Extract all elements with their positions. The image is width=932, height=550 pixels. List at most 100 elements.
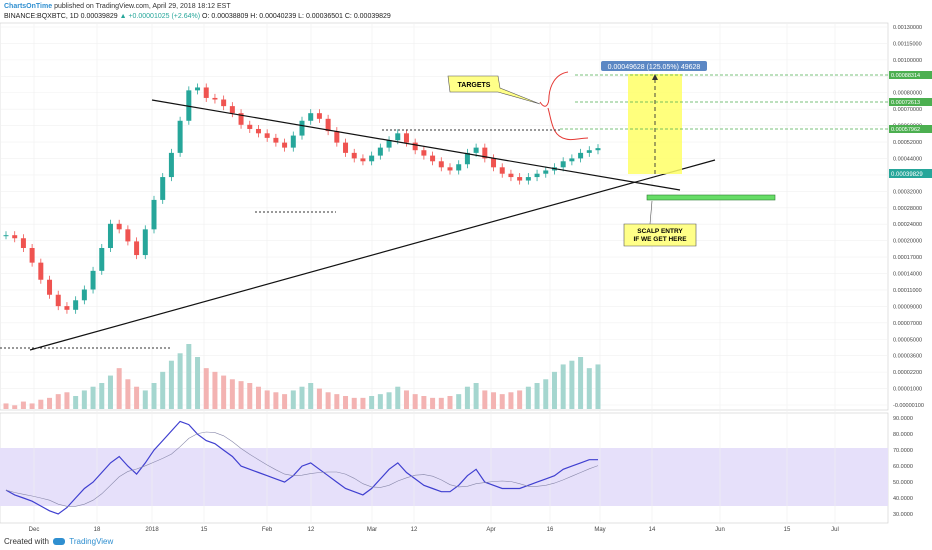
candle-body bbox=[255, 128, 261, 134]
time-tick-label: 12 bbox=[411, 527, 418, 533]
candle-body bbox=[412, 142, 418, 151]
volume-bar bbox=[90, 386, 96, 409]
scalp-callout bbox=[623, 223, 697, 247]
symbol: BINANCE:BQXBTC, 1D bbox=[4, 13, 79, 20]
candle-body bbox=[125, 229, 131, 242]
footer: Created with TradingView bbox=[4, 537, 113, 546]
price-tick-label: 0.00011000 bbox=[893, 288, 922, 294]
price-tick-label: 0.00044000 bbox=[893, 156, 922, 162]
candle-body bbox=[38, 262, 44, 280]
volume-bar bbox=[264, 390, 270, 409]
volume-bar bbox=[47, 397, 53, 409]
candle-body bbox=[282, 142, 288, 148]
candle-body bbox=[238, 113, 244, 125]
volume-bar bbox=[160, 371, 166, 409]
volume-bar bbox=[299, 386, 305, 409]
candle-body bbox=[107, 223, 113, 249]
candle-body bbox=[473, 147, 479, 153]
author-name[interactable]: ChartsOnTime bbox=[4, 3, 53, 10]
volume-bar bbox=[99, 383, 105, 409]
time-tick-label: Dec bbox=[29, 527, 40, 533]
price-tick-label: 0.00024000 bbox=[893, 222, 922, 228]
tradingview-link[interactable]: TradingView bbox=[69, 537, 114, 546]
volume-bar bbox=[377, 394, 383, 409]
candle-body bbox=[81, 289, 87, 301]
volume-bar bbox=[229, 379, 235, 409]
price-tick-label: 0.00005000 bbox=[893, 337, 922, 343]
measure-arrow bbox=[652, 74, 658, 80]
candle-body bbox=[221, 99, 227, 107]
price-tick-label: 0.00001000 bbox=[893, 387, 922, 393]
targets-freehand-arrow bbox=[539, 71, 589, 141]
rsi-line bbox=[5, 420, 598, 515]
lower-trendline[interactable] bbox=[29, 159, 716, 351]
price-tick-label: 0.00130000 bbox=[893, 25, 922, 31]
time-tick-label: Jul bbox=[831, 527, 839, 533]
rsi-tick-label: 90.0000 bbox=[893, 416, 913, 422]
volume-bar bbox=[325, 392, 331, 409]
candle-body bbox=[264, 133, 270, 138]
volume-bar bbox=[55, 394, 61, 409]
target-tags: 0.00088314 0.00072613 0.00057962 bbox=[889, 71, 932, 133]
last-price: 0.00039829 bbox=[80, 13, 118, 20]
candle-body bbox=[377, 147, 383, 156]
volume-bar bbox=[81, 390, 87, 409]
price-tick-label: 0.00003600 bbox=[893, 354, 922, 360]
price-tick-label: 0.00070000 bbox=[893, 107, 922, 113]
volume-bar bbox=[456, 394, 462, 409]
price-tick-label: 0.00017000 bbox=[893, 255, 922, 261]
volume-bar bbox=[247, 383, 253, 409]
last-price-tag-text: 0.00039829 bbox=[891, 172, 923, 178]
published-text: published on TradingView.com, April 29, … bbox=[54, 3, 231, 10]
volume-bar bbox=[508, 392, 514, 409]
time-tick-label: 15 bbox=[784, 527, 791, 533]
rsi-tick-label: 80.0000 bbox=[893, 432, 913, 438]
candle-body bbox=[543, 170, 549, 174]
measure-label-box bbox=[601, 61, 707, 71]
candle-body bbox=[12, 235, 18, 239]
volume-bar bbox=[343, 396, 349, 409]
time-tick-label: Jun bbox=[715, 527, 725, 533]
publish-line: ChartsOnTime published on TradingView.co… bbox=[4, 3, 231, 10]
volume-bar bbox=[360, 397, 366, 409]
candle-body bbox=[456, 164, 462, 171]
candle-body bbox=[586, 150, 592, 153]
volume-bar bbox=[203, 368, 209, 409]
candle-body bbox=[325, 118, 331, 132]
volume-bar bbox=[560, 364, 566, 409]
volume-bar bbox=[3, 403, 9, 409]
candle-body bbox=[447, 167, 453, 171]
volume-bar bbox=[403, 390, 409, 409]
volume-bar bbox=[282, 394, 288, 409]
volume-bar bbox=[238, 381, 244, 409]
targets-label: TARGETS bbox=[458, 82, 491, 89]
price-tick-label: 0.00020000 bbox=[893, 239, 922, 245]
measure-label: 0.00049628 (125.05%) 49628 bbox=[608, 64, 701, 71]
time-tick-label: 15 bbox=[201, 527, 208, 533]
price-tick-label: -0.00000100 bbox=[893, 403, 924, 409]
targets-callout bbox=[447, 75, 541, 105]
price-tick-label: 0.00100000 bbox=[893, 58, 922, 64]
volume-bar bbox=[64, 392, 70, 409]
ohlc: O: 0.00038809 H: 0.00040239 L: 0.0003650… bbox=[202, 13, 391, 20]
time-axis: Dec 18 2018 15 Feb 12 Mar 12 Apr 16 May 14 Jun 15 Jul bbox=[29, 527, 839, 533]
candle-body bbox=[203, 87, 209, 98]
volume-bar bbox=[221, 375, 227, 409]
scalp-label-1: SCALP ENTRY bbox=[637, 228, 683, 235]
candle-body bbox=[525, 177, 531, 181]
volume-bar bbox=[491, 392, 497, 409]
candle-body bbox=[29, 248, 35, 263]
price-tick-label: 0.00002200 bbox=[893, 370, 922, 376]
time-tick-label: Feb bbox=[262, 527, 273, 533]
upper-trendline[interactable] bbox=[151, 99, 681, 191]
volume-bar bbox=[116, 368, 122, 409]
volume-bar bbox=[464, 386, 470, 409]
volume-bar bbox=[386, 392, 392, 409]
candle-body bbox=[334, 131, 340, 143]
volume-bar bbox=[438, 397, 444, 409]
price-tick-label: 0.00052000 bbox=[893, 140, 922, 146]
volume-bar bbox=[20, 401, 26, 409]
candle-body bbox=[517, 177, 523, 181]
candle-body bbox=[395, 133, 401, 141]
